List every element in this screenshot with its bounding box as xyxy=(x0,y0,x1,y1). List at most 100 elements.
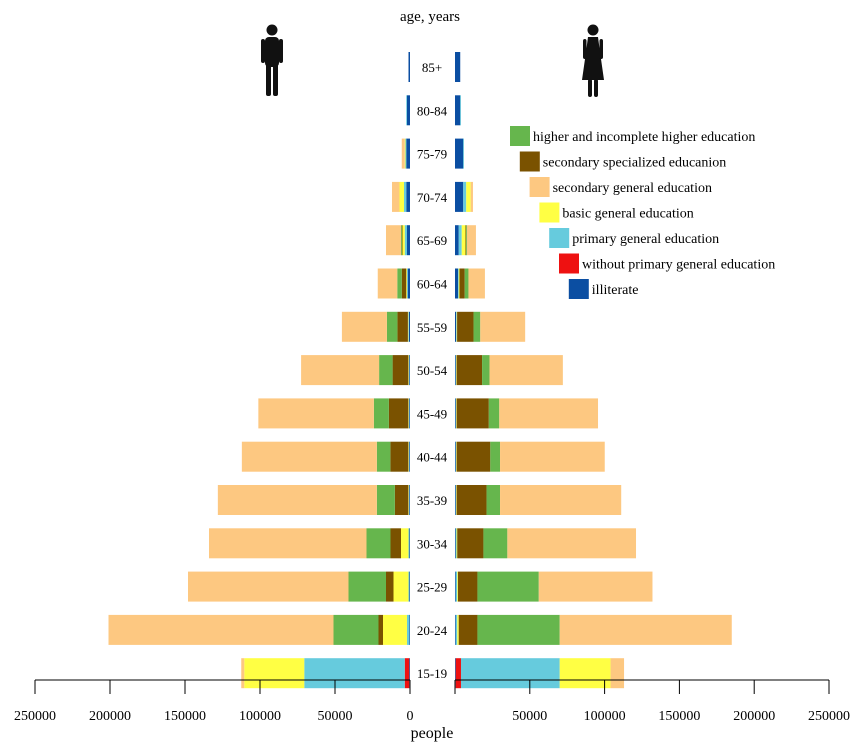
bar-right-30-34-series-3 xyxy=(456,528,458,559)
bar-right-45-49-series-4 xyxy=(456,398,489,429)
bar-right-65-69-series-4 xyxy=(465,225,467,256)
bar-left-60-64-series-5 xyxy=(397,268,402,299)
bar-left-20-24-series-4 xyxy=(378,614,383,645)
bar-left-55-59-series-0 xyxy=(408,311,410,342)
legend-label: illiterate xyxy=(592,283,639,298)
bar-right-15-19-series-6 xyxy=(610,658,625,689)
bar-left-55-59-series-4 xyxy=(397,311,408,342)
bar-left-40-44-series-6 xyxy=(241,441,377,472)
bar-left-65-69-series-2 xyxy=(404,225,407,256)
bar-left-70-74-series-0 xyxy=(406,181,410,212)
bar-right-70-74-series-2 xyxy=(463,181,467,212)
age-group-label: 55-59 xyxy=(417,320,447,335)
age-group-label: 65-69 xyxy=(417,233,447,248)
bar-right-40-44-series-5 xyxy=(490,441,501,472)
legend-swatch xyxy=(568,279,589,299)
bar-left-25-29-series-4 xyxy=(386,571,394,602)
bar-right-20-24-series-2 xyxy=(455,614,458,645)
x-tick-label: 250000 xyxy=(14,709,56,724)
bar-right-35-39-series-4 xyxy=(456,485,487,515)
legend-swatch xyxy=(529,177,550,197)
bar-right-60-64-series-6 xyxy=(468,268,485,299)
bar-left-20-24-series-3 xyxy=(383,614,407,645)
bar-right-25-29-series-4 xyxy=(457,571,478,602)
bar-right-15-19-series-3 xyxy=(559,658,611,689)
age-group-label: 60-64 xyxy=(417,277,448,292)
bar-left-30-34-series-5 xyxy=(366,528,391,559)
x-axis-label: people xyxy=(411,725,454,742)
bar-left-35-39-series-6 xyxy=(217,485,377,515)
age-group-label: 45-49 xyxy=(417,406,447,421)
age-group-label: 50-54 xyxy=(417,363,448,378)
bar-right-80-84-series-0 xyxy=(455,95,461,126)
x-tick-label: 0 xyxy=(407,709,414,724)
bar-right-20-24-series-6 xyxy=(559,614,732,645)
bar-right-20-24-series-4 xyxy=(458,614,478,645)
bar-left-55-59-series-5 xyxy=(386,311,398,342)
chart-title: age, years xyxy=(400,9,460,25)
bar-right-20-24-series-0 xyxy=(455,614,456,645)
bar-left-20-24-series-6 xyxy=(108,614,334,645)
bar-left-50-54-series-6 xyxy=(301,355,380,386)
bar-left-15-19-series-2 xyxy=(304,658,405,689)
bar-left-35-39-series-0 xyxy=(409,485,410,515)
bar-left-15-19-series-6 xyxy=(241,658,245,689)
bar-right-25-29-series-3 xyxy=(457,571,458,602)
age-group-label: 80-84 xyxy=(417,103,448,118)
bar-right-40-44-series-4 xyxy=(456,441,491,472)
bar-right-60-64-series-2 xyxy=(457,268,459,299)
bar-left-75-79-series-2 xyxy=(405,138,407,169)
bar-left-65-69-series-3 xyxy=(402,225,405,256)
bar-right-75-79-series-0 xyxy=(455,138,464,169)
bar-right-50-54-series-0 xyxy=(455,355,456,386)
bar-left-20-24-series-0 xyxy=(409,614,410,645)
bar-left-45-49-series-5 xyxy=(373,398,389,429)
bar-left-60-64-series-6 xyxy=(377,268,398,299)
bar-right-25-29-series-6 xyxy=(538,571,653,602)
bar-left-30-34-series-4 xyxy=(390,528,401,559)
bar-right-60-64-series-5 xyxy=(464,268,469,299)
bar-left-45-49-series-6 xyxy=(258,398,374,429)
age-group-label: 70-74 xyxy=(417,190,448,205)
bar-right-65-69-series-0 xyxy=(455,225,459,256)
bar-right-20-24-series-3 xyxy=(457,614,459,645)
bar-right-80-84-series-2 xyxy=(460,95,461,126)
x-tick-label: 200000 xyxy=(733,709,775,724)
bar-left-30-34-series-0 xyxy=(409,528,410,559)
bar-left-65-69-series-6 xyxy=(386,225,401,256)
legend-swatch xyxy=(539,202,560,223)
bar-right-25-29-series-2 xyxy=(455,571,458,602)
bar-left-20-24-series-5 xyxy=(333,614,379,645)
bar-left-55-59-series-6 xyxy=(341,311,387,342)
bar-right-15-19-series-0 xyxy=(455,658,456,689)
bar-right-65-69-series-5 xyxy=(466,225,467,256)
legend-label: higher and incomplete higher education xyxy=(533,130,755,145)
bar-left-25-29-series-3 xyxy=(393,571,409,602)
legend-swatch xyxy=(559,253,579,274)
bar-right-65-69-series-3 xyxy=(461,225,466,256)
bar-right-60-64-series-4 xyxy=(459,268,465,299)
bar-right-30-34-series-2 xyxy=(455,528,457,559)
bar-left-75-79-series-6 xyxy=(401,138,405,169)
bar-right-55-59-series-4 xyxy=(457,311,474,342)
age-group-label: 75-79 xyxy=(417,147,447,162)
bar-left-35-39-series-5 xyxy=(376,485,395,515)
bar-right-35-39-series-5 xyxy=(486,485,501,515)
bar-left-50-54-series-4 xyxy=(392,355,409,386)
bar-left-85+-series-0 xyxy=(408,52,410,82)
age-group-label: 35-39 xyxy=(417,493,447,508)
legend: higher and incomplete higher education se… xyxy=(510,126,775,299)
bar-right-65-69-series-6 xyxy=(466,225,476,256)
bar-right-45-49-series-0 xyxy=(455,398,456,429)
age-group-label: 85+ xyxy=(422,60,442,75)
legend-swatch xyxy=(549,228,570,248)
legend-label: basic general education xyxy=(562,207,693,222)
bar-left-35-39-series-4 xyxy=(394,485,409,515)
bar-left-60-64-series-0 xyxy=(407,268,410,299)
bar-left-60-64-series-4 xyxy=(401,268,407,299)
bar-left-65-69-series-0 xyxy=(407,225,410,256)
x-tick-label: 50000 xyxy=(512,709,547,724)
legend-label: secondary specialized educanion xyxy=(543,156,726,171)
bar-left-40-44-series-4 xyxy=(390,441,409,472)
x-tick-label: 200000 xyxy=(89,709,131,724)
